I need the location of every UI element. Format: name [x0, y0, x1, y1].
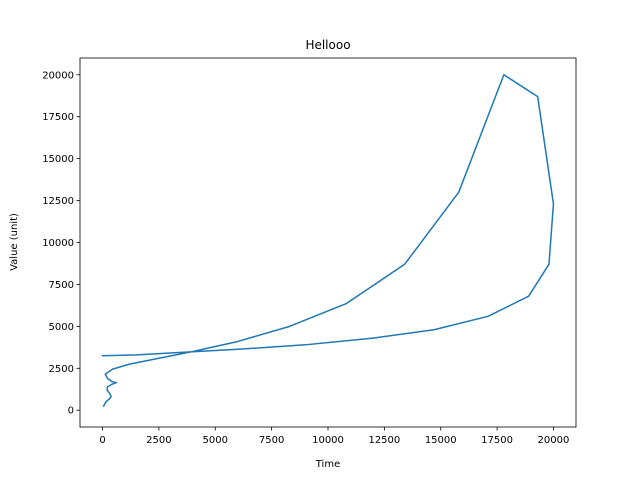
- y-tick-label: 10000: [42, 238, 74, 249]
- x-tick-label: 0: [99, 435, 105, 446]
- y-tick-label: 5000: [49, 322, 74, 333]
- chart-title: Hellooo: [305, 38, 350, 52]
- y-axis: 0 2500 5000 7500 10000 12500 15000 17500 20000: [42, 70, 80, 417]
- x-tick-label: 5000: [203, 435, 228, 446]
- y-tick-label: 12500: [42, 196, 74, 207]
- y-tick-label: 2500: [49, 364, 74, 375]
- axes-frame: [79, 57, 577, 428]
- x-axis-label: Time: [315, 459, 340, 470]
- x-tick-label: 7500: [259, 435, 284, 446]
- x-tick-label: 20000: [538, 435, 570, 446]
- x-tick-label: 15000: [425, 435, 457, 446]
- x-tick-label: 10000: [312, 435, 344, 446]
- y-tick-label: 7500: [49, 280, 74, 291]
- y-tick-label: 20000: [42, 70, 74, 81]
- series-line-0: [101, 74, 555, 408]
- y-tick-label: 17500: [42, 112, 74, 123]
- x-tick-label: 2500: [146, 435, 171, 446]
- plot-area: [101, 74, 555, 408]
- y-axis-label: Value (unit): [9, 213, 20, 271]
- x-tick-label: 12500: [368, 435, 400, 446]
- x-tick-label: 17500: [481, 435, 513, 446]
- y-tick-label: 15000: [42, 154, 74, 165]
- y-tick-label: 0: [68, 406, 74, 417]
- x-axis: 0 2500 5000 7500 10000 12500 15000 17500 20000: [99, 427, 569, 446]
